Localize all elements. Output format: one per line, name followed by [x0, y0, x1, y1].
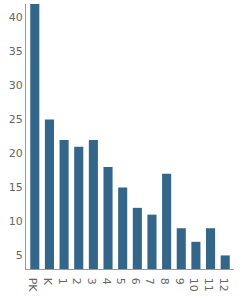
svg-text:1: 1	[56, 278, 69, 285]
svg-text:10: 10	[9, 215, 23, 228]
svg-text:K: K	[41, 278, 54, 286]
svg-text:3: 3	[85, 278, 98, 285]
svg-text:4: 4	[100, 278, 113, 285]
svg-text:25: 25	[9, 113, 23, 126]
svg-text:6: 6	[129, 278, 142, 285]
svg-text:2: 2	[70, 278, 83, 285]
svg-text:12: 12	[217, 278, 230, 292]
svg-text:11: 11	[202, 278, 215, 292]
svg-text:7: 7	[143, 278, 156, 285]
svg-text:40: 40	[9, 11, 23, 24]
svg-text:PK: PK	[26, 278, 39, 293]
svg-text:35: 35	[9, 45, 23, 58]
svg-text:10: 10	[187, 278, 200, 292]
svg-text:30: 30	[9, 79, 23, 92]
svg-text:5: 5	[16, 249, 23, 262]
svg-text:20: 20	[9, 147, 23, 160]
svg-text:15: 15	[9, 181, 23, 194]
svg-text:8: 8	[158, 278, 171, 285]
svg-text:5: 5	[114, 278, 127, 285]
svg-text:9: 9	[173, 278, 186, 285]
